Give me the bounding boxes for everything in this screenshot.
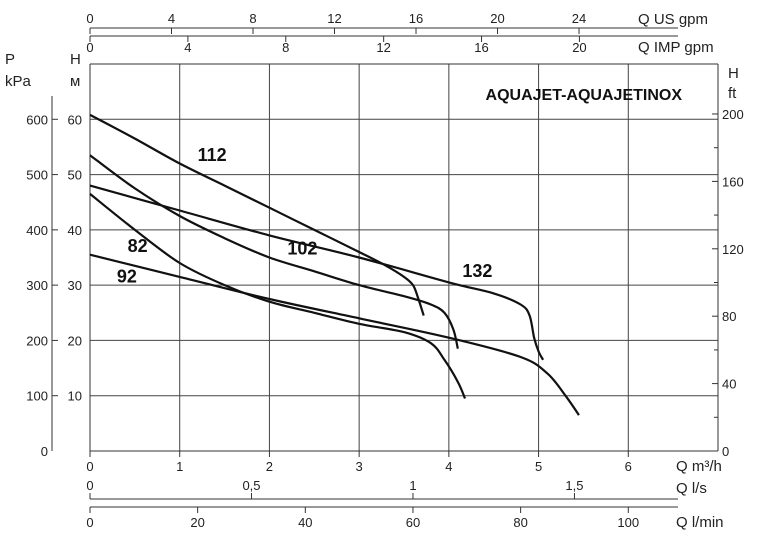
ft-unit-label: ft xyxy=(728,85,737,102)
kpa-tick-label: 500 xyxy=(26,168,48,183)
kpa-tick-label: 300 xyxy=(26,278,48,293)
labels: 112 102 132 82 92 xyxy=(117,145,492,287)
lmin-tick-label: 60 xyxy=(406,515,420,530)
x-tick-label: 5 xyxy=(535,459,542,474)
usgpm-unit-label: Q US gpm xyxy=(638,11,708,28)
y-tick-label: 10 xyxy=(68,389,82,404)
kpa-tick-label: 400 xyxy=(26,223,48,238)
usgpm-tick-label: 24 xyxy=(572,11,586,26)
y-axis-title: H xyxy=(70,51,81,68)
lmin-tick-label: 100 xyxy=(617,515,639,530)
x-tick-label: 0 xyxy=(86,459,93,474)
kpa-zero-label: 0 xyxy=(41,444,48,459)
kpa-axis-title: P xyxy=(5,51,15,68)
impgpm-tick-label: 4 xyxy=(184,40,191,55)
ft-tick-label: 120 xyxy=(722,242,744,257)
curve-label-82: 82 xyxy=(128,236,148,256)
ls-tick-label: 1 xyxy=(409,478,416,493)
y-tick-label: 30 xyxy=(68,278,82,293)
ft-tick-label: 40 xyxy=(722,377,736,392)
impgpm-tick-label: 16 xyxy=(474,40,488,55)
impgpm-tick-label: 8 xyxy=(282,40,289,55)
usgpm-tick-label: 0 xyxy=(86,11,93,26)
kpa-tick-label: 100 xyxy=(26,389,48,404)
lmin-unit-label: Q l/min xyxy=(676,514,724,531)
curves xyxy=(90,115,579,415)
impgpm-unit-label: Q IMP gpm xyxy=(638,39,714,56)
ls-unit-label: Q l/s xyxy=(676,480,707,497)
x-tick-label: 3 xyxy=(356,459,363,474)
x-unit-label: Q m³/h xyxy=(676,458,722,475)
curve-label-102: 102 xyxy=(287,239,317,259)
ft-tick-label: 160 xyxy=(722,174,744,189)
ft-tick-label: 200 xyxy=(722,107,744,122)
curve-label-112: 112 xyxy=(198,145,227,165)
ft-tick-label: 80 xyxy=(722,309,736,324)
y-tick-label: 40 xyxy=(68,223,82,238)
usgpm-tick-label: 16 xyxy=(409,11,423,26)
kpa-tick-label: 600 xyxy=(26,112,48,127)
lmin-tick-label: 80 xyxy=(513,515,527,530)
usgpm-tick-label: 20 xyxy=(490,11,504,26)
x-tick-label: 1 xyxy=(176,459,183,474)
y-tick-label: 20 xyxy=(68,333,82,348)
kpa-unit-label: kPa xyxy=(5,73,32,90)
x-tick-label: 4 xyxy=(445,459,452,474)
impgpm-tick-label: 20 xyxy=(572,40,586,55)
curve-label-132: 132 xyxy=(462,261,492,281)
grid xyxy=(90,64,718,451)
chart-title: AQUAJET-AQUAJETINOX xyxy=(486,87,683,104)
curve-82 xyxy=(90,194,465,399)
y-tick-label: 50 xyxy=(68,168,82,183)
ls-tick-label: 0,5 xyxy=(242,478,260,493)
ls-tick-label: 0 xyxy=(86,478,93,493)
ls-tick-label: 1,5 xyxy=(565,478,583,493)
lmin-tick-label: 0 xyxy=(86,515,93,530)
x-tick-label: 6 xyxy=(625,459,632,474)
lmin-tick-label: 20 xyxy=(190,515,204,530)
impgpm-tick-label: 12 xyxy=(376,40,390,55)
y-unit-label: м xyxy=(70,73,80,90)
usgpm-tick-label: 8 xyxy=(249,11,256,26)
kpa-tick-label: 200 xyxy=(26,333,48,348)
ft-tick-label: 0 xyxy=(722,444,729,459)
curve-label-92: 92 xyxy=(117,266,137,286)
impgpm-tick-label: 0 xyxy=(86,40,93,55)
lmin-tick-label: 40 xyxy=(298,515,312,530)
ft-axis-title: H xyxy=(728,65,739,82)
y-tick-label: 60 xyxy=(68,112,82,127)
x-tick-label: 2 xyxy=(266,459,273,474)
usgpm-tick-label: 4 xyxy=(168,11,175,26)
usgpm-tick-label: 12 xyxy=(327,11,341,26)
